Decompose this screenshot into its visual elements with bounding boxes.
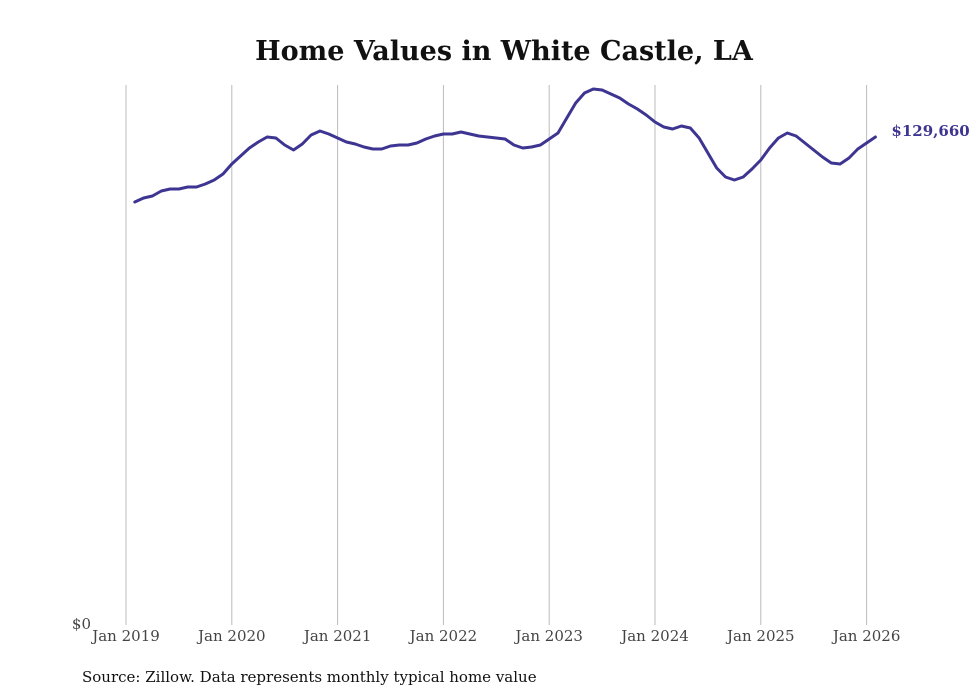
x-axis-ticks: Jan 2019 Jan 2020 Jan 2021 Jan 2022 Jan 2023…: [90, 627, 900, 645]
line-chart: Home Values in White Castle, LA Jan 2019…: [72, 36, 970, 645]
x-tick-label: Jan 2022: [408, 627, 478, 645]
series-line: [133, 87, 877, 204]
y-tick-label: $0: [72, 615, 91, 633]
chart-title: Home Values in White Castle, LA: [255, 36, 754, 67]
x-tick-label: Jan 2025: [725, 627, 795, 645]
x-tick-label: Jan 2024: [619, 627, 689, 645]
x-tick-label: Jan 2020: [196, 627, 266, 645]
end-value-label: $129,660: [891, 122, 969, 140]
x-tick-label: Jan 2021: [302, 627, 372, 645]
gridlines: [125, 85, 868, 625]
source-note: Source: Zillow. Data represents monthly …: [82, 668, 537, 686]
x-tick-label: Jan 2026: [831, 627, 901, 645]
x-tick-label: Jan 2023: [513, 627, 583, 645]
x-tick-label: Jan 2019: [90, 627, 160, 645]
